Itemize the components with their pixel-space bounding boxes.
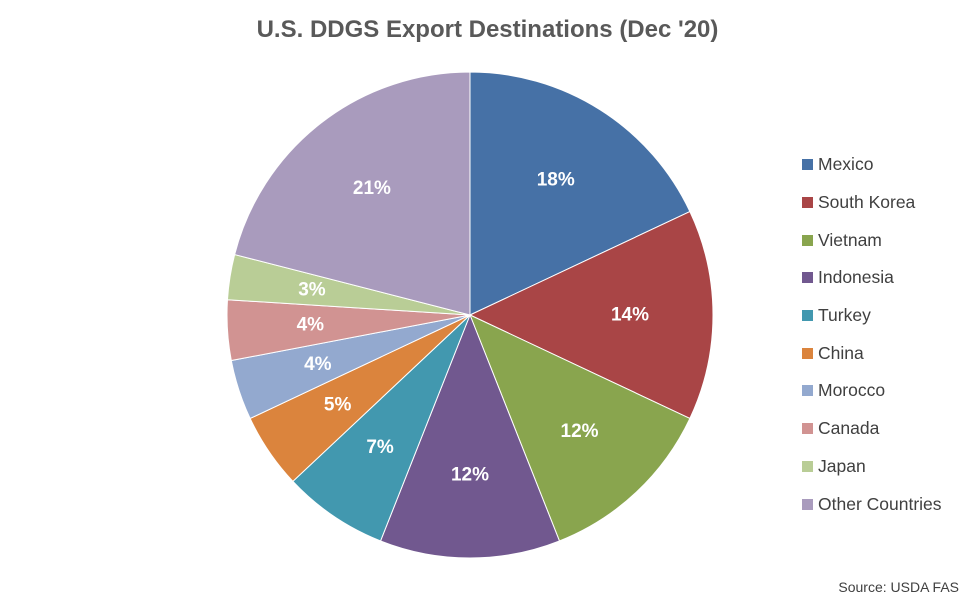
legend-swatch xyxy=(802,272,813,284)
data-label-turkey: 7% xyxy=(366,437,394,458)
pie-slice-indonesia xyxy=(379,313,561,559)
legend-item: Morocco xyxy=(802,372,942,410)
data-label-vietnam: 12% xyxy=(561,421,599,442)
data-label-morocco: 4% xyxy=(304,354,332,375)
legend-item: Japan xyxy=(802,448,942,486)
legend-swatch xyxy=(802,310,813,322)
legend-swatch xyxy=(802,197,813,209)
pie-slice-vietnam xyxy=(469,314,691,542)
legend-item: Canada xyxy=(802,410,942,448)
data-label-canada: 4% xyxy=(297,315,325,336)
source-note: Source: USDA FAS xyxy=(838,579,959,595)
pie-slice-other-countries xyxy=(234,71,471,316)
legend-swatch xyxy=(802,347,813,359)
legend-item: China xyxy=(802,334,942,372)
data-label-mexico: 18% xyxy=(537,169,575,190)
legend-label: Mexico xyxy=(818,154,874,175)
legend-item: Other Countries xyxy=(802,485,942,523)
legend-item: South Korea xyxy=(802,184,942,222)
legend-swatch xyxy=(802,498,813,510)
legend-swatch xyxy=(802,423,813,435)
legend-swatch xyxy=(802,460,813,472)
data-label-japan: 3% xyxy=(298,279,326,300)
data-label-south-korea: 14% xyxy=(611,305,649,326)
legend-label: Vietnam xyxy=(818,229,882,250)
legend-swatch xyxy=(802,159,813,171)
legend-label: China xyxy=(818,342,864,363)
legend-item: Mexico xyxy=(802,146,942,184)
legend-swatch xyxy=(802,234,813,246)
legend-swatch xyxy=(802,385,813,397)
legend: Mexico South Korea Vietnam Indonesia Turkey C… xyxy=(802,146,942,523)
legend-item: Indonesia xyxy=(802,259,942,297)
legend-label: Indonesia xyxy=(818,267,894,288)
data-label-china: 5% xyxy=(324,394,352,415)
legend-label: Turkey xyxy=(818,305,871,326)
legend-item: Vietnam xyxy=(802,221,942,259)
legend-label: Japan xyxy=(818,455,866,476)
legend-item: Turkey xyxy=(802,297,942,335)
chart-title: U.S. DDGS Export Destinations (Dec '20) xyxy=(256,16,719,43)
legend-label: Canada xyxy=(818,418,880,439)
pie-slice-turkey xyxy=(292,314,471,542)
legend-label: Other Countries xyxy=(818,493,942,514)
pie-slice-south-korea xyxy=(468,210,714,420)
data-label-other-countries: 21% xyxy=(353,178,391,199)
data-label-indonesia: 12% xyxy=(451,465,489,486)
pie-slice-mexico xyxy=(469,71,691,316)
legend-label: South Korea xyxy=(818,192,916,213)
legend-label: Morocco xyxy=(818,380,886,401)
